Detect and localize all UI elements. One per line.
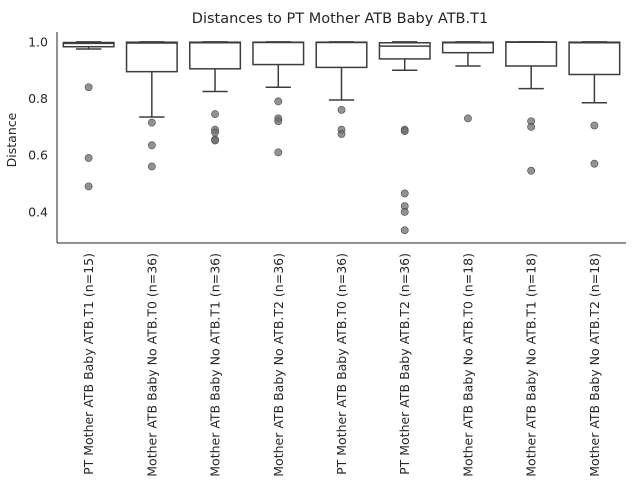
box-iqr [315,41,368,69]
y-axis-label: Distance [4,112,19,167]
box-group [62,41,115,191]
box-iqr [125,41,178,73]
outlier-point [274,148,283,157]
outlier-point [337,130,346,138]
x-tick-label: PT Mother ATB Baby ATB.T1 (n=15) [81,253,96,475]
x-tick-label: PT Mother ATB Baby ATB.T0 (n=36) [334,253,349,475]
outlier-point [590,121,599,130]
x-tick-label: PT Mother ATB Baby No ATB.T0 (n=18) [460,253,475,480]
box-group [125,41,178,171]
box-group [315,41,368,138]
outlier-point [147,141,156,150]
outlier-point [400,127,409,136]
outlier-point [527,166,536,175]
plot-area [62,41,621,235]
box-iqr [252,41,305,66]
outlier-point [274,97,283,106]
x-tick-label: PT Mother ATB Baby No ATB.T1 (n=36) [208,253,223,480]
outlier-point [84,154,93,162]
box-group [505,41,558,175]
outlier-point [464,114,472,123]
outlier-point [211,136,219,145]
box-group [252,41,305,157]
x-tick-label: PT Mother ATB Baby No ATB.T2 (n=18) [587,253,602,480]
outlier-point [400,226,409,235]
outlier-point [84,182,93,191]
outlier-point [527,122,536,131]
outlier-point [147,118,156,127]
x-tick-label: PT Mother ATB Baby No ATB.T1 (n=18) [524,253,539,480]
box-iqr [62,41,115,48]
y-axis: 0.4 0.6 0.8 1.0 [28,32,58,243]
outlier-point [211,128,219,137]
box-group [189,41,242,145]
box-group [378,41,431,235]
outlier-point [400,189,409,198]
outlier-point [147,162,156,171]
x-tick-label: PT Mother ATB Baby ATB.T2 (n=36) [397,253,412,475]
y-tick-label: 0.4 [28,204,48,219]
box-group [441,41,494,123]
box-iqr [378,42,431,60]
chart-title: Distances to PT Mother ATB Baby ATB.T1 [192,11,488,27]
outlier-point [337,105,346,114]
box-group [568,41,621,168]
box-iqr [441,41,494,54]
x-tick-label: PT Mother ATB Baby No ATB.T2 (n=36) [271,253,286,480]
box-iqr [189,41,242,70]
outlier-point [400,207,409,216]
outlier-point [211,110,219,119]
outlier-point [590,159,599,168]
outlier-point [274,117,283,126]
box-iqr [505,41,558,67]
y-tick-label: 1.0 [28,34,48,49]
box-iqr [568,41,621,76]
x-tick-label: PT Mother ATB Baby No ATB.T0 (n=36) [144,253,159,480]
x-axis: PT Mother ATB Baby ATB.T1 (n=15) PT Mothe… [57,242,626,480]
outlier-point [84,83,93,92]
y-tick-label: 0.8 [28,91,48,106]
y-tick-label: 0.6 [28,148,48,163]
